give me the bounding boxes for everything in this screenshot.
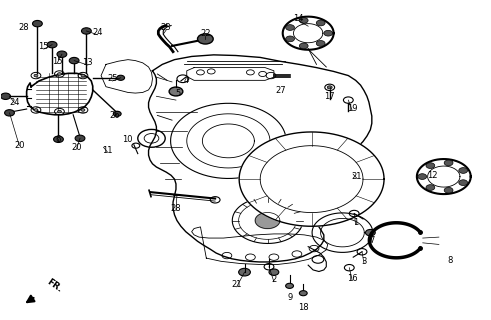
Text: 7: 7 <box>369 236 375 245</box>
Text: 24: 24 <box>92 28 103 37</box>
Circle shape <box>300 43 308 49</box>
Circle shape <box>57 51 67 57</box>
Text: 17: 17 <box>325 92 335 101</box>
Circle shape <box>81 109 85 111</box>
Circle shape <box>0 93 10 100</box>
Circle shape <box>197 34 213 44</box>
Text: FR.: FR. <box>45 277 63 294</box>
Text: 28: 28 <box>171 204 181 213</box>
Circle shape <box>47 42 57 48</box>
Text: 5: 5 <box>175 89 181 98</box>
Text: 1: 1 <box>353 218 358 227</box>
Text: 10: 10 <box>122 135 132 144</box>
Text: 6: 6 <box>56 135 61 144</box>
Circle shape <box>34 74 38 77</box>
Text: 22: 22 <box>200 29 211 38</box>
Circle shape <box>444 160 453 166</box>
Circle shape <box>269 269 279 275</box>
Circle shape <box>239 268 250 276</box>
Text: 13: 13 <box>82 58 93 67</box>
Text: 21: 21 <box>352 172 362 181</box>
Circle shape <box>418 174 427 180</box>
Polygon shape <box>149 55 372 262</box>
Polygon shape <box>255 212 280 228</box>
Circle shape <box>444 188 453 193</box>
Text: 26: 26 <box>109 111 120 120</box>
Circle shape <box>286 283 294 288</box>
Polygon shape <box>417 159 471 194</box>
Circle shape <box>286 25 295 30</box>
Circle shape <box>365 229 375 236</box>
Text: 21: 21 <box>231 280 242 289</box>
Circle shape <box>459 168 467 173</box>
Circle shape <box>75 135 85 141</box>
Text: 24: 24 <box>9 98 20 107</box>
Circle shape <box>4 110 14 116</box>
Circle shape <box>113 111 121 116</box>
Text: 14: 14 <box>293 14 303 23</box>
Text: 19: 19 <box>347 104 357 113</box>
Text: 20: 20 <box>14 141 25 150</box>
Text: 8: 8 <box>447 256 453 265</box>
Text: 15: 15 <box>38 42 49 52</box>
Circle shape <box>300 291 307 296</box>
Circle shape <box>82 28 91 34</box>
Circle shape <box>426 163 435 168</box>
Circle shape <box>117 75 125 80</box>
Text: 23: 23 <box>161 23 171 32</box>
Polygon shape <box>239 132 384 226</box>
Text: 12: 12 <box>427 171 438 180</box>
Circle shape <box>57 73 61 75</box>
Circle shape <box>34 109 38 111</box>
Text: 16: 16 <box>347 274 357 283</box>
Text: 18: 18 <box>298 303 308 312</box>
Text: 28: 28 <box>19 23 29 32</box>
Circle shape <box>324 30 332 36</box>
Circle shape <box>426 185 435 190</box>
Circle shape <box>286 36 295 42</box>
Circle shape <box>169 87 183 96</box>
Polygon shape <box>27 73 93 115</box>
Circle shape <box>459 180 467 186</box>
Circle shape <box>300 18 308 23</box>
Text: 20: 20 <box>71 143 82 152</box>
Circle shape <box>32 20 42 27</box>
Polygon shape <box>283 17 333 50</box>
Circle shape <box>81 74 85 77</box>
Circle shape <box>316 20 325 26</box>
Text: 15: 15 <box>52 57 62 66</box>
Text: 4: 4 <box>183 76 189 85</box>
Circle shape <box>316 41 325 46</box>
Text: 25: 25 <box>107 74 117 83</box>
Text: 2: 2 <box>271 275 276 284</box>
Circle shape <box>69 57 79 64</box>
Text: 3: 3 <box>361 257 367 266</box>
Circle shape <box>54 136 63 142</box>
Circle shape <box>327 86 332 89</box>
Circle shape <box>57 110 61 113</box>
Text: 11: 11 <box>102 146 112 155</box>
Text: 9: 9 <box>288 293 293 302</box>
Text: 27: 27 <box>275 86 286 95</box>
